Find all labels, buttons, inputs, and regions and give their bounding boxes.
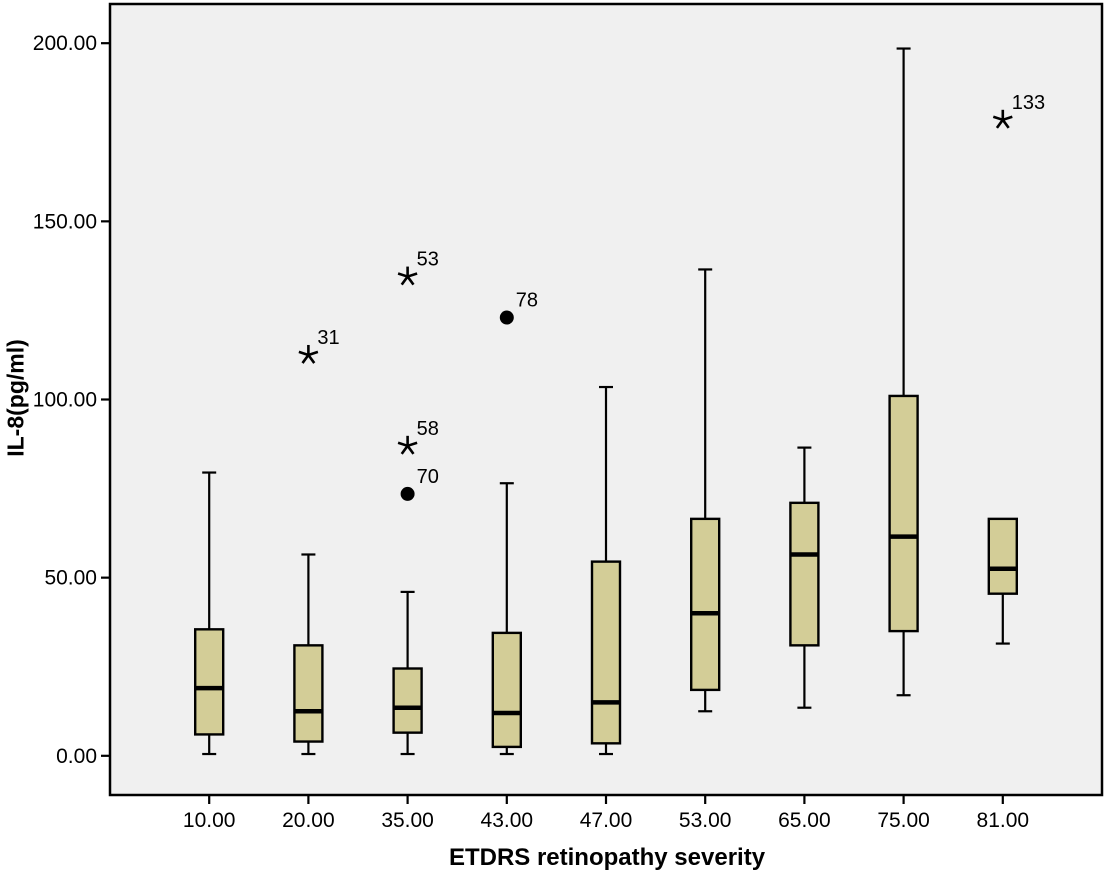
extreme-asterisk-marker bbox=[400, 275, 409, 286]
extreme-asterisk-marker bbox=[298, 350, 309, 357]
outlier-circle-marker bbox=[400, 486, 415, 501]
extreme-asterisk-marker bbox=[400, 445, 409, 455]
x-tick-label: 75.00 bbox=[877, 809, 930, 832]
y-tick-label: 150.00 bbox=[33, 210, 97, 233]
box-iqr bbox=[690, 517, 721, 692]
outlier-label: 31 bbox=[317, 327, 339, 349]
x-tick-label: 35.00 bbox=[381, 809, 434, 832]
x-tick-label: 47.00 bbox=[580, 809, 633, 832]
extreme-asterisk-marker bbox=[1001, 119, 1010, 129]
extreme-asterisk-marker bbox=[1002, 115, 1013, 122]
box-iqr bbox=[193, 628, 225, 736]
box-iqr bbox=[789, 501, 820, 647]
outlier-label: 78 bbox=[516, 290, 538, 312]
box-iqr bbox=[293, 644, 324, 743]
box-iqr bbox=[392, 667, 423, 734]
extreme-asterisk-marker bbox=[406, 445, 415, 455]
y-tick-label: 0.00 bbox=[56, 745, 97, 768]
y-tick-label: 100.00 bbox=[33, 389, 97, 412]
y-tick-label: 200.00 bbox=[33, 32, 97, 55]
x-tick-label: 53.00 bbox=[679, 809, 732, 832]
x-axis-title: ETDRS retinopathy severity bbox=[448, 844, 766, 871]
extreme-asterisk-marker bbox=[407, 272, 418, 278]
outlier-label: 70 bbox=[417, 466, 439, 488]
extreme-asterisk-marker bbox=[397, 441, 409, 448]
box-iqr bbox=[987, 517, 1018, 595]
extreme-asterisk-marker bbox=[407, 441, 418, 448]
y-tick-label: 50.00 bbox=[44, 567, 97, 590]
outlier-label: 133 bbox=[1012, 92, 1045, 114]
x-tick-label: 81.00 bbox=[977, 809, 1030, 832]
outlier-label: 58 bbox=[417, 418, 439, 440]
extreme-asterisk-marker bbox=[992, 115, 1004, 122]
outlier-label: 53 bbox=[417, 249, 439, 271]
extreme-asterisk-marker bbox=[995, 119, 1004, 129]
box-iqr bbox=[888, 394, 919, 633]
x-tick-label: 10.00 bbox=[183, 809, 236, 832]
extreme-asterisk-marker bbox=[307, 350, 319, 357]
extreme-asterisk-marker bbox=[301, 354, 310, 364]
outlier-circle-marker bbox=[499, 310, 514, 325]
x-tick-label: 65.00 bbox=[778, 809, 831, 832]
extreme-asterisk-marker bbox=[397, 272, 409, 278]
extreme-asterisk-marker bbox=[307, 354, 316, 364]
extreme-asterisk-marker bbox=[406, 275, 415, 286]
box-iqr bbox=[590, 560, 622, 745]
y-axis-title: IL-8(pg/ml) bbox=[2, 339, 29, 457]
x-tick-label: 20.00 bbox=[282, 809, 335, 832]
x-tick-label: 43.00 bbox=[481, 809, 534, 832]
box-iqr bbox=[491, 631, 522, 749]
